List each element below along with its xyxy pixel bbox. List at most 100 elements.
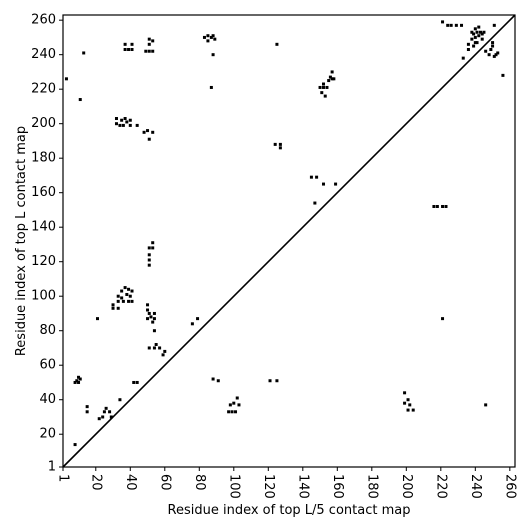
y-tick-label: 40 [39,392,56,407]
y-tick-label: 200 [31,116,56,131]
contact-point [216,379,220,383]
contact-point [461,56,465,60]
contact-point [491,41,495,45]
x-tick-label: 240 [468,474,483,499]
contact-point [322,82,326,86]
contact-point [478,30,482,34]
contact-point [78,98,82,102]
y-tick-label: 180 [31,151,56,166]
contact-point [232,401,236,405]
contact-point [75,379,79,383]
contact-point [484,49,488,53]
contact-point [322,182,326,186]
contact-point [406,408,410,412]
y-tick-label: 140 [31,220,56,235]
x-tick-label: 1 [56,474,71,482]
contact-point [496,51,500,55]
contact-point [473,35,477,39]
contact-point [120,289,124,293]
contact-point [151,320,155,324]
diagonal [62,14,516,468]
plot-frame [62,14,516,468]
contact-point [235,396,239,400]
contact-point [151,241,155,245]
contact-point [85,405,89,409]
y-tick-label: 260 [31,13,56,28]
contact-point [152,329,156,333]
y-tick-label: 160 [31,185,56,200]
contact-point [268,379,272,383]
contact-point [196,317,200,321]
contact-point [501,73,505,77]
contact-point [151,246,155,250]
contact-point [480,32,484,36]
y-tick-label: 240 [31,47,56,62]
contact-point [161,353,165,357]
contact-point [492,23,496,27]
contact-point [230,410,234,414]
contact-point [127,287,131,291]
contact-point [163,349,167,353]
x-tick-label: 40 [123,474,138,491]
contact-point [237,403,241,407]
y-tick-label: 1 [48,460,56,475]
contact-point [149,315,153,319]
contact-point [466,48,470,52]
contact-point [130,42,134,46]
contact-point [475,41,479,45]
contact-point [135,380,139,384]
contact-point [104,406,108,410]
contact-point [328,75,332,79]
contact-point [146,317,150,321]
contact-point [470,30,474,34]
y-tick-label: 120 [31,254,56,269]
contact-point [147,42,151,46]
x-tick-label: 260 [502,474,517,499]
contact-point [146,303,150,307]
contact-point [154,343,158,347]
contact-point [477,34,481,38]
contact-point [209,85,213,89]
contact-point [408,403,412,407]
x-tick-label: 220 [433,474,448,499]
x-tick-label: 80 [192,474,207,491]
contact-point [85,410,89,414]
contact-point [152,311,156,315]
contact-point [234,410,238,414]
contact-point [206,39,210,43]
y-tick-label: 20 [39,427,56,442]
x-tick-label: 200 [399,474,414,499]
contact-point [73,443,77,447]
contact-point [111,306,115,310]
contact-point [123,117,127,121]
contact-point [466,42,470,46]
contact-point [146,129,150,133]
contact-point [278,142,282,146]
contact-point [315,175,319,179]
contact-point [108,410,112,414]
contact-point [330,77,334,81]
contact-point [97,417,101,421]
contact-point [460,23,464,27]
contact-point [318,85,322,89]
contact-point [323,94,327,98]
x-tick-label: 180 [364,474,379,499]
contact-point [82,51,86,55]
contact-point [477,25,481,29]
contact-point [147,246,151,250]
contact-point [64,77,68,81]
contact-point [190,322,194,326]
contact-point [202,35,206,39]
contact-point [484,403,488,407]
contact-point [227,410,231,414]
contact-point [211,377,215,381]
contact-point [152,346,156,350]
contact-point [73,380,77,384]
contact-point [211,34,215,38]
contact-point [487,53,491,57]
contact-point [151,39,155,43]
contact-point [147,346,151,350]
contact-point [211,53,215,57]
y-tick-label: 100 [31,289,56,304]
